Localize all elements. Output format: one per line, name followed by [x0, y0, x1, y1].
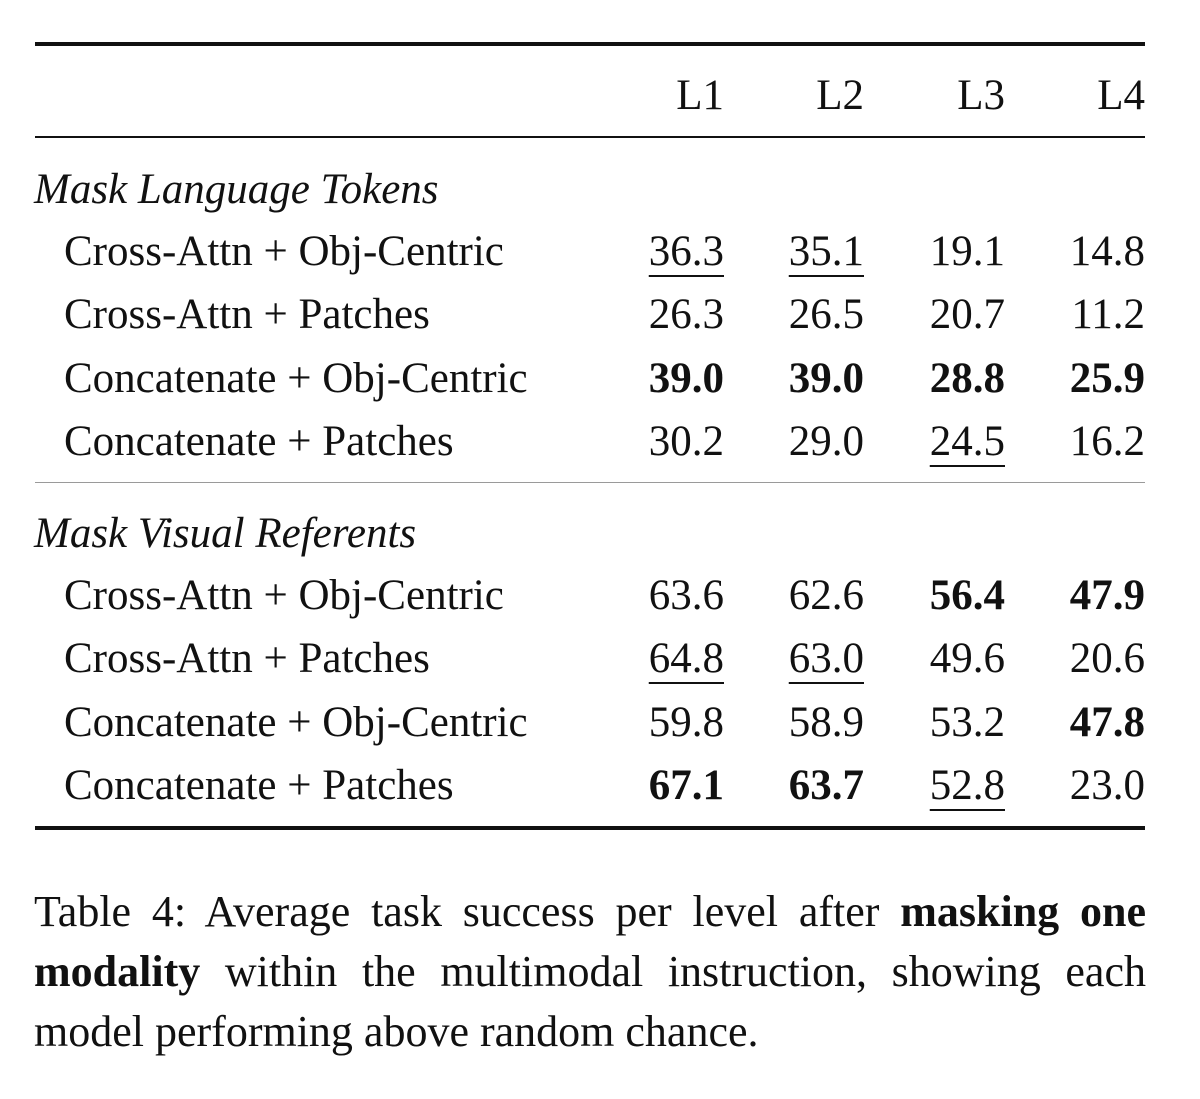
table-cell-l4: 25.9	[1069, 355, 1145, 402]
table-cell-l4: 47.8	[1069, 699, 1145, 746]
table-cell-l4: 14.8	[1069, 228, 1145, 275]
caption-bold-text: masking one modality	[34, 887, 1146, 996]
table-cell-l4: 47.9	[1069, 572, 1145, 619]
table-cell-l3: 20.7	[929, 291, 1005, 338]
table-cell-l2: 62.6	[788, 572, 864, 619]
section-divider-rule	[35, 482, 1145, 483]
table-cell-l1: 39.0	[648, 355, 724, 402]
table-cell-l3: 53.2	[929, 699, 1005, 746]
table-cell-l4: 23.0	[1069, 762, 1145, 809]
table-cell-l3: 49.6	[929, 635, 1005, 682]
table-cell-l1: 59.8	[648, 699, 724, 746]
table-top-rule	[35, 42, 1145, 46]
table-cell-l2: 35.1	[788, 228, 864, 275]
table-cell-l1: 63.6	[648, 572, 724, 619]
section-title-mask-language-tokens: Mask Language Tokens	[34, 166, 439, 213]
caption-text-start: Table 4: Average task success per level …	[34, 887, 901, 936]
table-cell-l1: 30.2	[648, 418, 724, 465]
table-cell-l2: 29.0	[788, 418, 864, 465]
table-cell-l2: 26.5	[788, 291, 864, 338]
column-header-l4: L4	[1097, 72, 1145, 119]
table-cell-l3: 24.5	[929, 418, 1005, 465]
row-label: Cross-Attn + Patches	[64, 635, 430, 682]
table-caption: Table 4: Average task success per level …	[34, 882, 1146, 1062]
table-cell-l2: 63.0	[788, 635, 864, 682]
caption-text-end: within the multimodal instruction, showi…	[34, 947, 1146, 1056]
table-cell-l1: 26.3	[648, 291, 724, 338]
row-label: Cross-Attn + Patches	[64, 291, 430, 338]
row-label: Cross-Attn + Obj-Centric	[64, 572, 504, 619]
table-cell-l3: 19.1	[929, 228, 1005, 275]
row-label: Concatenate + Obj-Centric	[64, 699, 528, 746]
table-cell-l1: 67.1	[648, 762, 724, 809]
table-cell-l2: 63.7	[788, 762, 864, 809]
table-cell-l1: 64.8	[648, 635, 724, 682]
column-header-l2: L2	[816, 72, 864, 119]
table-cell-l3: 28.8	[929, 355, 1005, 402]
table-cell-l4: 20.6	[1069, 635, 1145, 682]
table-cell-l1: 36.3	[648, 228, 724, 275]
table-cell-l2: 39.0	[788, 355, 864, 402]
table-bottom-rule	[35, 826, 1145, 830]
row-label: Cross-Attn + Obj-Centric	[64, 228, 504, 275]
section-title-mask-visual-referents: Mask Visual Referents	[34, 510, 417, 557]
column-header-l3: L3	[957, 72, 1005, 119]
row-label: Concatenate + Patches	[64, 762, 454, 809]
table-cell-l4: 11.2	[1071, 291, 1145, 338]
table-cell-l3: 56.4	[929, 572, 1005, 619]
header-bottom-rule	[35, 136, 1145, 138]
column-header-l1: L1	[676, 72, 724, 119]
row-label: Concatenate + Obj-Centric	[64, 355, 528, 402]
row-label: Concatenate + Patches	[64, 418, 454, 465]
table-cell-l2: 58.9	[788, 699, 864, 746]
table-cell-l4: 16.2	[1069, 418, 1145, 465]
table-cell-l3: 52.8	[929, 762, 1005, 809]
